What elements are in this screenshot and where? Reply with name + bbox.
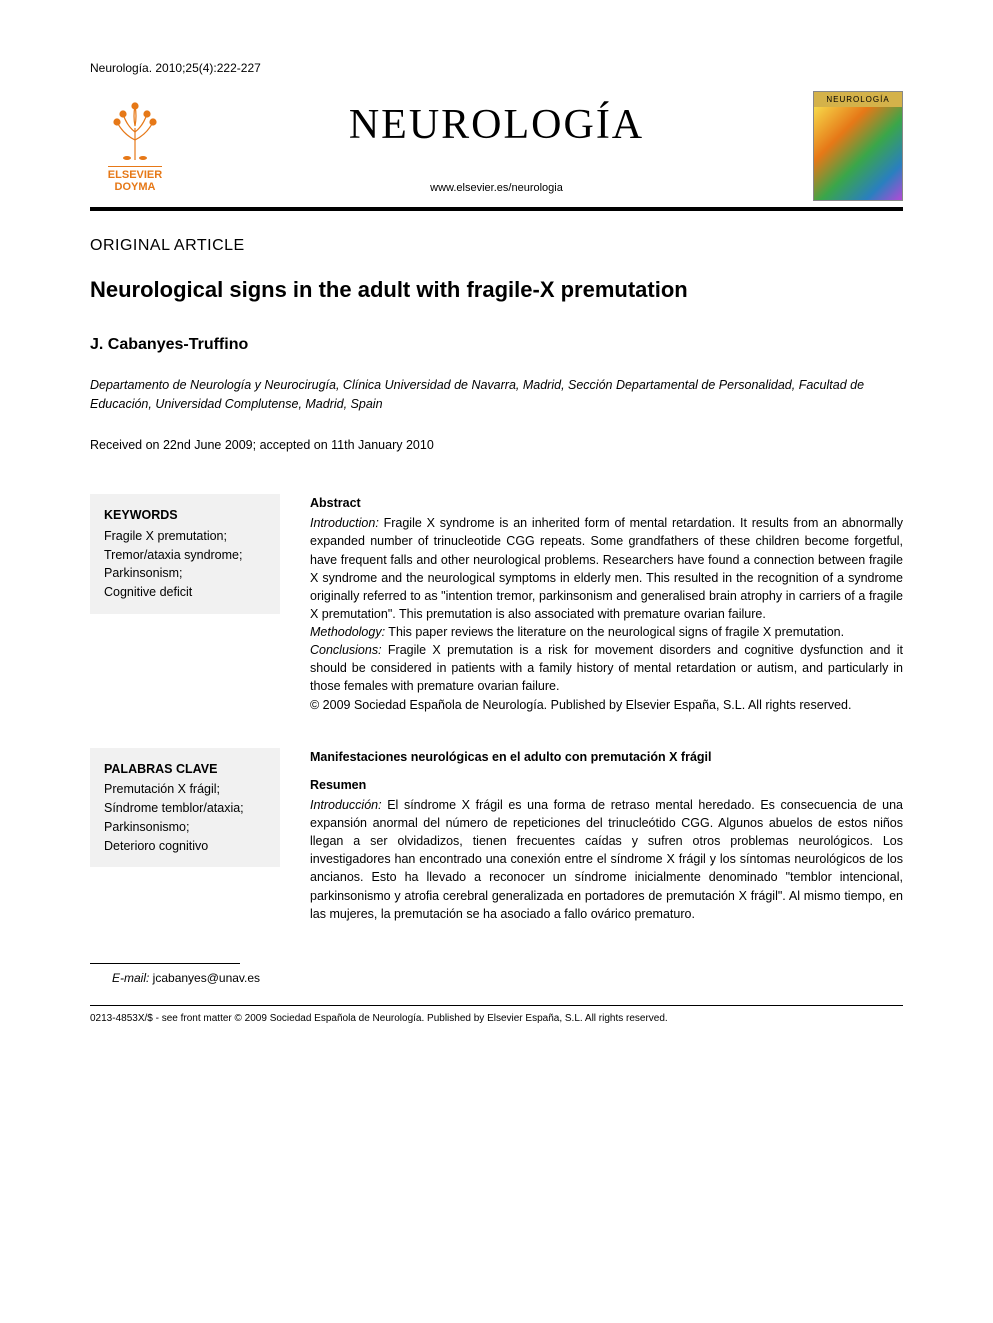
email-label: E-mail: [112,971,149,985]
concl-text-en: Fragile X premutation is a risk for move… [310,643,903,693]
abstract-method-en: Methodology: This paper reviews the lite… [310,623,903,641]
email-value: jcabanyes@unav.es [149,971,260,985]
abstract-row-en: KEYWORDS Fragile X premutation; Tremor/a… [90,494,903,714]
concl-label-en: Conclusions: [310,643,382,657]
abstract-intro-es: Introducción: El síndrome X frágil es un… [310,796,903,923]
keywords-heading-es: PALABRAS CLAVE [104,760,266,779]
corresponding-email: E-mail: jcabanyes@unav.es [90,970,903,987]
intro-text-es: El síndrome X frágil es una forma de ret… [310,798,903,921]
abstract-body-en: Abstract Introduction: Fragile X syndrom… [310,494,903,714]
publisher-name: ELSEVIER DOYMA [108,166,162,193]
keywords-heading-en: KEYWORDS [104,506,266,525]
abstract-body-es: Manifestaciones neurológicas en el adult… [310,748,903,923]
keywords-list-en: Fragile X premutation; Tremor/ataxia syn… [104,527,266,602]
journal-url: www.elsevier.es/neurologia [180,181,813,196]
author-affiliation: Departamento de Neurología y Neurocirugí… [90,376,903,412]
article-title: Neurological signs in the adult with fra… [90,275,903,306]
spanish-title: Manifestaciones neurológicas en el adult… [310,748,903,766]
elsevier-tree-icon [103,98,167,162]
abstract-row-es: PALABRAS CLAVE Premutación X frágil; Sín… [90,748,903,923]
journal-cover-thumbnail: NEUROLOGÍA [813,91,903,201]
publisher-logo: ELSEVIER DOYMA [90,98,180,193]
article-dates: Received on 22nd June 2009; accepted on … [90,437,903,455]
intro-label-en: Introduction: [310,516,379,530]
cover-art-icon [814,107,902,200]
intro-label-es: Introducción: [310,798,382,812]
method-text-en: This paper reviews the literature on the… [385,625,844,639]
issn-copyright: 0213-4853X/$ - see front matter © 2009 S… [90,1005,903,1026]
journal-title: NEUROLOGÍA [180,96,813,155]
footnote-rule [90,963,240,964]
journal-title-block: NEUROLOGÍA www.elsevier.es/neurologia [180,96,813,196]
citation-line: Neurología. 2010;25(4):222-227 [90,60,903,77]
abstract-heading-en: Abstract [310,494,903,512]
abstract-heading-es: Resumen [310,776,903,794]
abstract-copyright-en: © 2009 Sociedad Española de Neurología. … [310,696,903,714]
abstract-intro-en: Introduction: Fragile X syndrome is an i… [310,514,903,623]
article-authors: J. Cabanyes-Truffino [90,334,903,356]
publisher-name-2: DOYMA [115,181,156,193]
method-label-en: Methodology: [310,625,385,639]
keywords-box-en: KEYWORDS Fragile X premutation; Tremor/a… [90,494,280,614]
journal-header: ELSEVIER DOYMA NEUROLOGÍA www.elsevier.e… [90,91,903,211]
intro-text-en: Fragile X syndrome is an inherited form … [310,516,903,621]
publisher-name-1: ELSEVIER [108,169,162,181]
abstract-concl-en: Conclusions: Fragile X premutation is a … [310,641,903,695]
cover-label: NEUROLOGÍA [814,92,902,107]
keywords-list-es: Premutación X frágil; Síndrome temblor/a… [104,780,266,855]
keywords-box-es: PALABRAS CLAVE Premutación X frágil; Sín… [90,748,280,868]
article-type: ORIGINAL ARTICLE [90,235,903,257]
